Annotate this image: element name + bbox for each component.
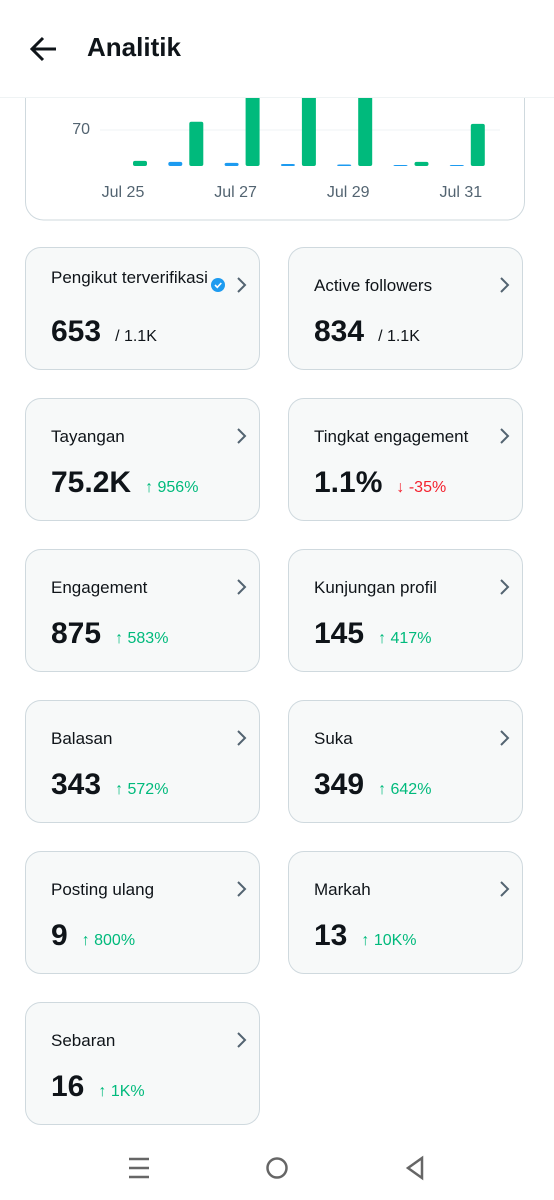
card-change: ↓ -35% (396, 479, 447, 496)
x-tick-label: Jul 31 (439, 184, 482, 201)
card-label: Tingkat engagement (314, 427, 469, 446)
stat-card[interactable]: Kunjungan profil 145 ↑ 417% (288, 549, 523, 672)
x-tick-label: Jul 29 (327, 184, 370, 201)
bar (189, 121, 204, 166)
card-value-row: 349 ↑ 642% (314, 768, 431, 802)
card-value-row: 653 / 1.1K (51, 315, 157, 349)
bar (470, 123, 485, 166)
card-value: 13 (314, 919, 348, 952)
card-value-row: 875 ↑ 583% (51, 617, 168, 651)
stat-card[interactable]: Engagement 875 ↑ 583% (25, 549, 260, 672)
stat-card[interactable]: Active followers 834 / 1.1K (288, 247, 523, 370)
title: Analitik (87, 32, 181, 62)
card-label: Engagement (51, 578, 148, 597)
chart-card (25, 98, 525, 221)
bar (245, 98, 260, 166)
menu-button[interactable] (129, 1157, 149, 1179)
card-label: Posting ulang (51, 880, 155, 899)
chevron (237, 730, 247, 746)
chevron (500, 428, 510, 444)
card-value: 145 (314, 617, 365, 650)
bar (224, 162, 239, 166)
card-label: Pengikut terverifikasi (51, 268, 208, 287)
chevron (500, 579, 510, 595)
verified-badge (211, 278, 225, 292)
card-change: ↑ 956% (145, 479, 199, 496)
card-value: 1.1% (314, 466, 383, 499)
card-change: ↑ 1K% (98, 1083, 145, 1100)
card-label: Kunjungan profil (314, 578, 437, 597)
card-value-row: 834 / 1.1K (314, 315, 420, 349)
card-label: Active followers (314, 276, 433, 295)
bar (414, 161, 429, 166)
card-change: ↑ 642% (378, 781, 432, 798)
stat-card[interactable]: Suka 349 ↑ 642% (288, 700, 523, 823)
bar (393, 164, 408, 166)
bar (133, 160, 147, 166)
card-value-row: 1.1% ↓ -35% (314, 466, 446, 500)
stat-card[interactable]: Balasan 343 ↑ 572% (25, 700, 260, 823)
stat-card[interactable]: Pengikut terverifikasi 653 / 1.1K (25, 247, 260, 370)
header: Analitik (0, 0, 554, 98)
x-tick-label: Jul 25 (102, 184, 145, 201)
card-change: ↑ 800% (81, 932, 136, 949)
card-total: / 1.1K (115, 328, 157, 345)
card-label: Markah (314, 880, 371, 899)
y-tick-label: 70 (72, 121, 90, 138)
back-button[interactable] (28, 34, 60, 64)
chart: 70 Jul 25 Jul 27 Jul 29 Jul 31 (25, 98, 525, 221)
chevron (237, 277, 247, 293)
card-value: 653 (51, 315, 102, 348)
chevron (237, 881, 247, 897)
card-change: ↑ 10K% (361, 932, 417, 949)
card-value: 343 (51, 768, 102, 801)
home-button[interactable] (266, 1157, 288, 1179)
stat-card[interactable]: Markah 13 ↑ 10K% (288, 851, 523, 974)
card-label: Sebaran (51, 1031, 116, 1050)
card-change: ↑ 417% (378, 630, 432, 647)
chevron (237, 1032, 247, 1048)
card-total: / 1.1K (378, 328, 420, 345)
chevron (237, 579, 247, 595)
card-value-row: 145 ↑ 417% (314, 617, 431, 651)
bar (280, 163, 295, 166)
chevron (237, 428, 247, 444)
bar (358, 98, 373, 166)
back-nav-button[interactable] (405, 1155, 424, 1181)
chevron (500, 730, 510, 746)
card-change: ↑ 583% (115, 630, 169, 647)
stat-card[interactable]: Tayangan 75.2K ↑ 956% (25, 398, 260, 521)
card-value: 75.2K (51, 466, 132, 499)
card-value: 349 (314, 768, 365, 801)
stat-card[interactable]: Tingkat engagement 1.1% ↓ -35% (288, 398, 523, 521)
nav-bar (129, 1155, 424, 1181)
x-tick-label: Jul 27 (214, 184, 257, 201)
card-value-row: 75.2K ↑ 956% (51, 466, 198, 500)
stat-card[interactable]: Posting ulang 9 ↑ 800% (25, 851, 260, 974)
chevron (500, 277, 510, 293)
card-value-row: 13 ↑ 10K% (314, 919, 417, 953)
card-change: ↑ 572% (115, 781, 169, 798)
card-value-row: 343 ↑ 572% (51, 768, 168, 802)
card-value: 9 (51, 919, 68, 952)
bar (337, 164, 352, 166)
bar (449, 164, 464, 166)
card-value: 875 (51, 617, 102, 650)
card-value-row: 9 ↑ 800% (51, 919, 135, 953)
bar (301, 98, 316, 166)
stat-card[interactable]: Sebaran 16 ↑ 1K% (25, 1002, 260, 1125)
chevron (500, 881, 510, 897)
card-label: Balasan (51, 729, 113, 748)
card-value-row: 16 ↑ 1K% (51, 1070, 145, 1104)
card-value: 834 (314, 315, 365, 348)
card-label: Tayangan (51, 427, 125, 446)
bar (168, 161, 183, 166)
card-label: Suka (314, 729, 353, 748)
card-value: 16 (51, 1070, 85, 1103)
